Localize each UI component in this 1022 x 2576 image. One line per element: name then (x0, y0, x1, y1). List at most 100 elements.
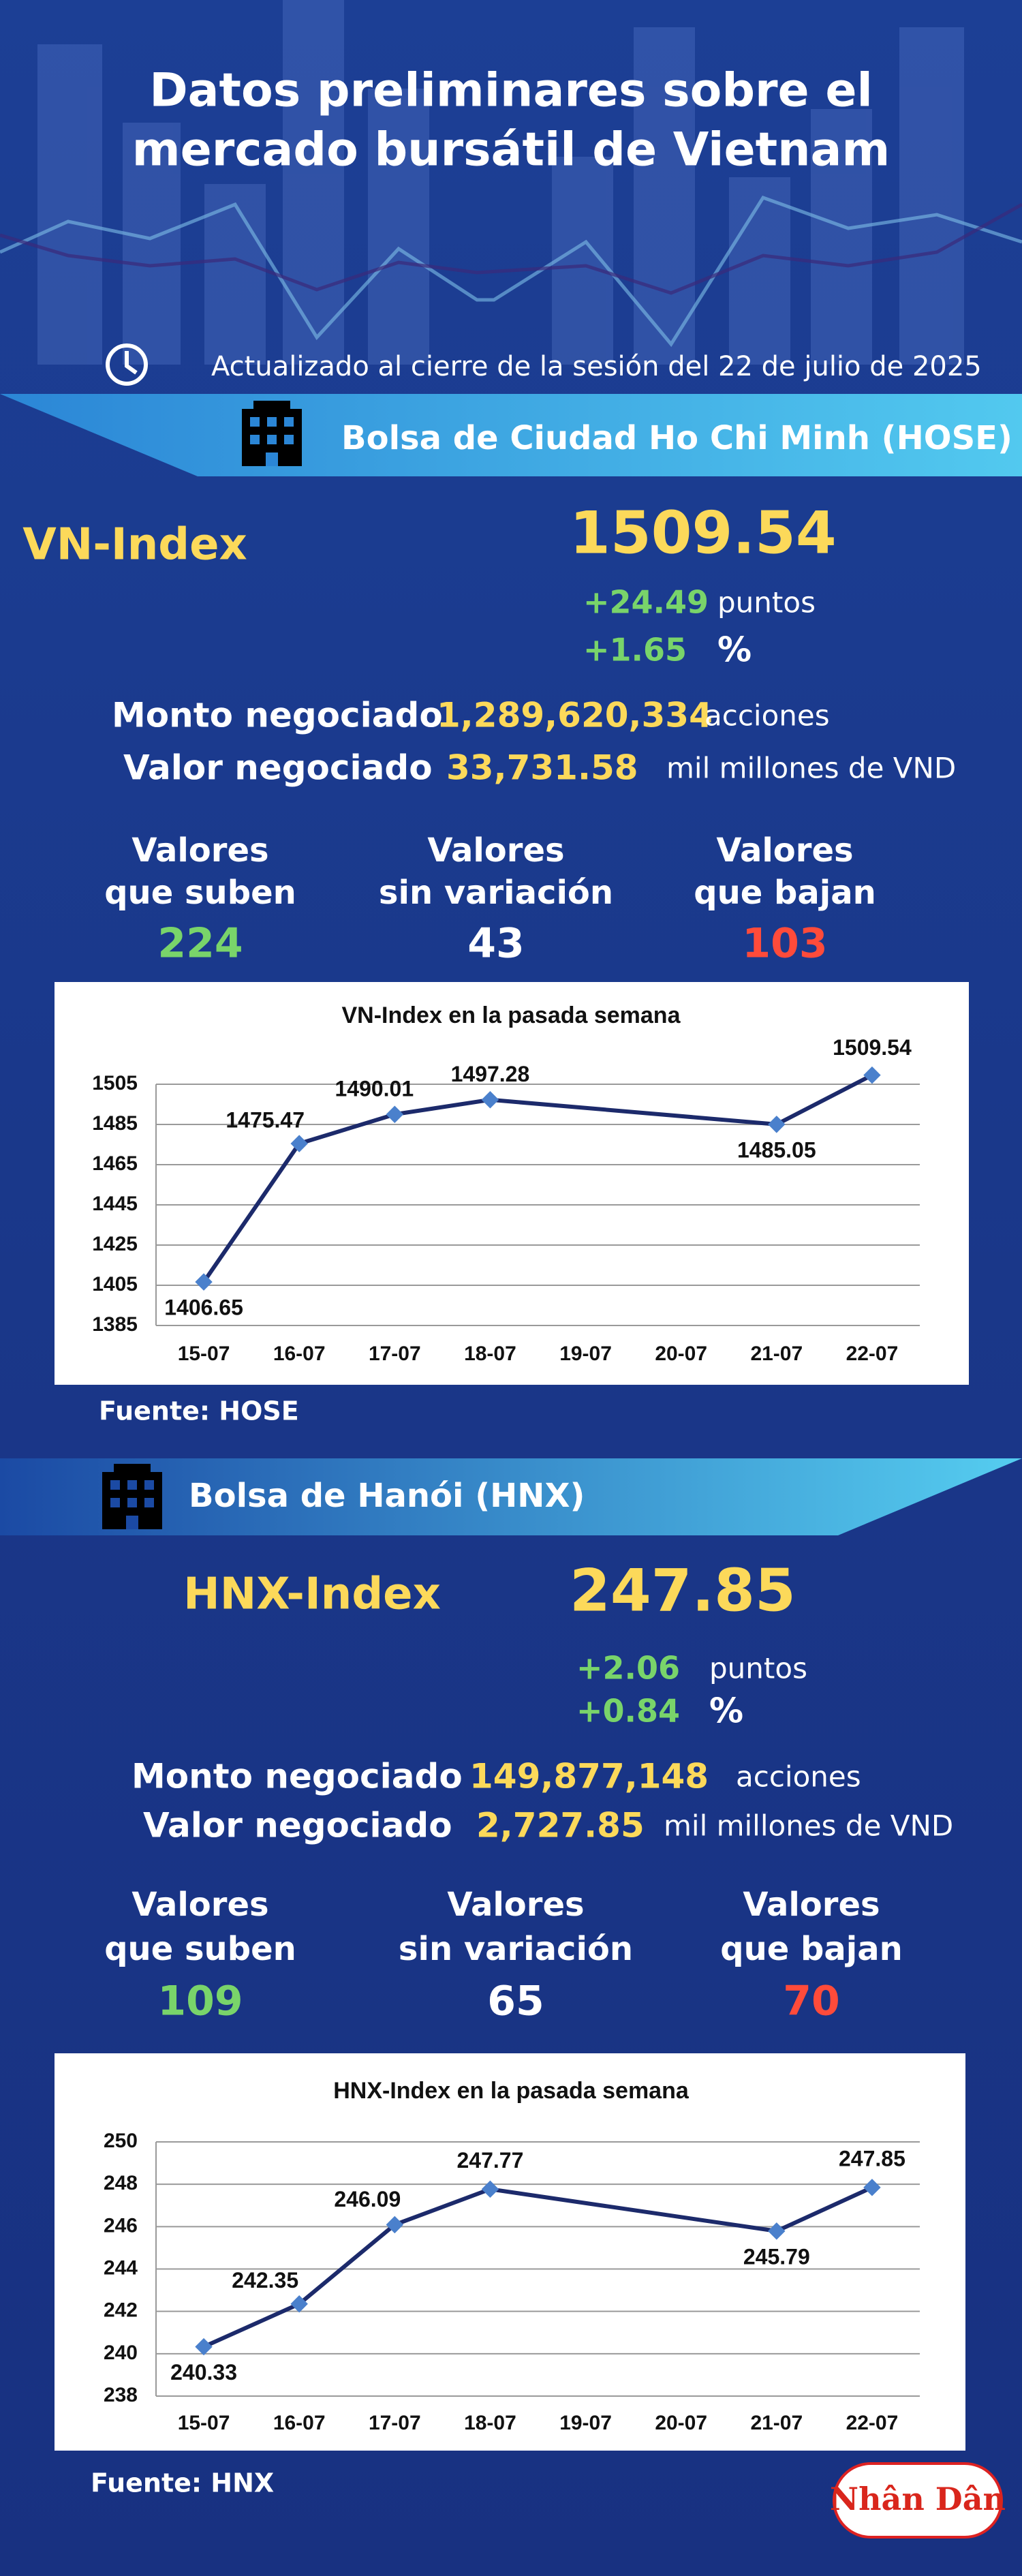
breadth-label: sin variación (399, 1930, 633, 1968)
header-line (0, 195, 1022, 348)
y-tick-label: 244 (104, 2256, 138, 2279)
logo: Nhân Dân (830, 2481, 1006, 2517)
icon-windows (110, 1480, 154, 1529)
source: Fuente: HOSE (99, 1396, 299, 1426)
volume-label: Monto negociado (112, 696, 443, 735)
index-value: 247.85 (570, 1557, 796, 1625)
y-tick-label: 1465 (92, 1152, 138, 1175)
exchange-name: Bolsa de Hanói (HNX) (189, 1477, 585, 1515)
chart-panel (55, 982, 969, 1385)
icon-windows (250, 417, 294, 466)
logo-badge (833, 2462, 1003, 2539)
data-label: 246.09 (334, 2187, 401, 2211)
breadth-count: 43 (467, 920, 525, 968)
change-percent: +1.65 (583, 632, 687, 669)
breadth-label: Valores (427, 831, 564, 870)
x-tick-label: 17-07 (369, 1343, 421, 1365)
breadth-count: 109 (157, 1978, 243, 2025)
source: Fuente: HNX (91, 2468, 274, 2498)
x-tick-label: 18-07 (464, 1343, 516, 1365)
exchange-name: Bolsa de Ciudad Ho Chi Minh (HOSE) (341, 419, 1012, 457)
x-tick-label: 20-07 (655, 1343, 707, 1365)
x-tick-label: 19-07 (559, 1343, 612, 1365)
x-tick-label: 18-07 (464, 2412, 516, 2434)
x-tick-label: 20-07 (655, 2412, 707, 2434)
clock-icon (106, 343, 148, 386)
breadth-label: sin variación (379, 874, 613, 912)
series-line (202, 1073, 873, 1283)
y-tick-label: 1405 (92, 1273, 138, 1295)
chart-title: VN-Index en la pasada semana (342, 1002, 681, 1028)
y-tick-label: 1425 (92, 1233, 138, 1255)
y-tick-label: 242 (104, 2299, 138, 2322)
change-percent: +0.84 (576, 1693, 680, 1730)
breadth-label: Valores (131, 831, 268, 870)
y-tick-label: 246 (104, 2214, 138, 2237)
breadth-label: Valores (716, 831, 853, 870)
y-tick-label: 240 (104, 2342, 138, 2364)
volume: 149,877,148 (469, 1757, 709, 1796)
volume-unit: acciones (704, 699, 830, 733)
value-label: Valor negociado (123, 748, 433, 788)
header-decoration (37, 0, 964, 365)
breadth-label: Valores (131, 1886, 268, 1924)
breadth-count: 70 (783, 1978, 840, 2025)
data-label: 247.77 (457, 2148, 524, 2173)
breadth-count: 65 (487, 1978, 544, 2025)
x-tick-label: 19-07 (559, 2412, 612, 2434)
change-points: +2.06 (576, 1650, 680, 1687)
breadth-label: que suben (104, 874, 296, 912)
y-tick-label: 1505 (92, 1072, 138, 1094)
breadth-label: que suben (104, 1930, 296, 1968)
value: 2,727.85 (476, 1806, 645, 1845)
y-tick-label: 1385 (92, 1313, 138, 1336)
breadth-count: 103 (742, 920, 827, 968)
y-tick-label: 1445 (92, 1193, 138, 1215)
chart-title: HNX-Index en la pasada semana (333, 2078, 690, 2104)
x-tick-label: 17-07 (369, 2412, 421, 2434)
change-points: +24.49 (583, 584, 709, 621)
x-tick-label: 15-07 (178, 1343, 230, 1365)
y-tick-label: 238 (104, 2384, 138, 2406)
points-unit: puntos (717, 586, 816, 619)
points-unit: puntos (709, 1652, 807, 1685)
index-value: 1509.54 (570, 499, 837, 567)
data-label: 240.33 (170, 2360, 237, 2385)
x-tick-label: 16-07 (273, 1343, 326, 1365)
y-tick-label: 250 (104, 2130, 138, 2152)
breadth-label: Valores (743, 1886, 880, 1924)
title: mercado bursátil de Vietnam (132, 123, 891, 177)
breadth-label: Valores (447, 1886, 584, 1924)
data-label: 242.35 (232, 2268, 298, 2293)
data-label: 1485.05 (737, 1137, 816, 1162)
percent-unit: % (717, 630, 752, 670)
volume: 1,289,620,334 (437, 696, 713, 735)
y-tick-label: 248 (104, 2172, 138, 2194)
data-label: 245.79 (743, 2244, 810, 2269)
index-name: HNX-Index (183, 1569, 441, 1620)
chart-panel (55, 2053, 965, 2451)
header-line (0, 202, 1022, 295)
x-tick-label: 21-07 (750, 1343, 803, 1365)
x-tick-label: 15-07 (178, 2412, 230, 2434)
breadth-label: que bajan (694, 874, 876, 912)
value-label: Valor negociado (143, 1806, 452, 1845)
x-tick-label: 22-07 (846, 2412, 899, 2434)
data-label: 1475.47 (226, 1108, 305, 1133)
banner (0, 1458, 1022, 1535)
data-label: 1406.65 (164, 1295, 243, 1320)
x-tick-label: 22-07 (846, 1343, 899, 1365)
volume-unit: acciones (736, 1760, 861, 1794)
data-label: 1509.54 (833, 1035, 912, 1060)
updated: Actualizado al cierre de la sesión del 2… (211, 351, 982, 382)
data-label: 247.85 (839, 2146, 905, 2171)
index-name: VN-Index (22, 520, 247, 570)
x-tick-label: 21-07 (750, 2412, 803, 2434)
data-label: 1490.01 (335, 1077, 414, 1101)
value-unit: mil millones de VND (664, 1809, 953, 1843)
data-label: 1497.28 (451, 1062, 530, 1086)
breadth-label: que bajan (720, 1930, 903, 1968)
series-line (202, 2186, 873, 2349)
